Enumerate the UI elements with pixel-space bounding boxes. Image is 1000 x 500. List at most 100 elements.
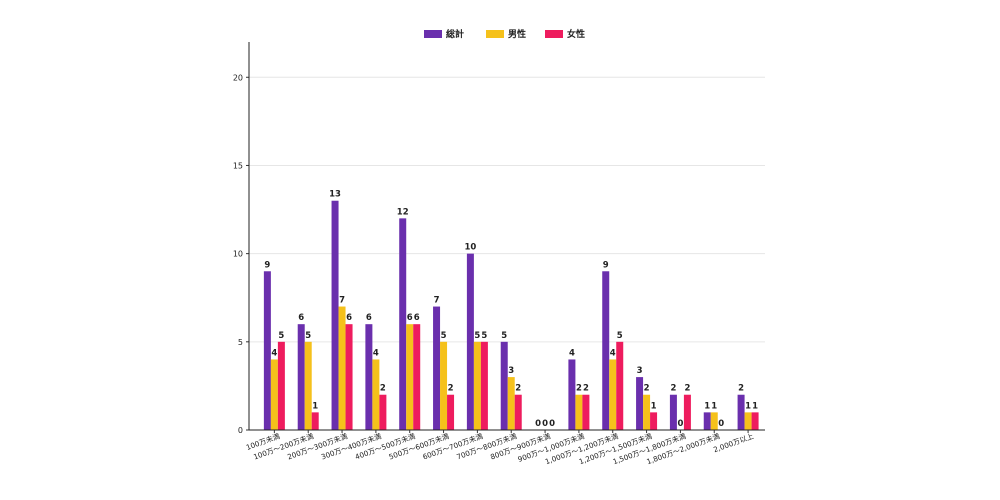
- bar: [473, 341, 481, 430]
- data-label: 5: [441, 331, 447, 341]
- y-tick-label: 5: [238, 338, 243, 347]
- bar: [616, 341, 624, 430]
- data-label: 1: [752, 401, 758, 411]
- grid-lines: [249, 76, 765, 343]
- data-label: 1: [651, 401, 657, 411]
- bar: [480, 341, 488, 430]
- legend-swatch: [424, 30, 442, 38]
- data-label: 13: [329, 190, 341, 200]
- data-label: 5: [501, 331, 507, 341]
- data-label: 1: [711, 401, 717, 411]
- bar: [331, 200, 339, 430]
- bar: [683, 394, 691, 430]
- bar: [413, 324, 421, 430]
- bar: [433, 306, 441, 430]
- data-label: 2: [380, 384, 386, 394]
- bar: [500, 341, 508, 430]
- y-tick-label: 15: [233, 161, 243, 170]
- bar: [575, 394, 583, 430]
- data-label: 3: [637, 366, 643, 376]
- bar: [568, 359, 576, 430]
- legend-label: 男性: [508, 28, 526, 40]
- data-label: 0: [549, 419, 555, 429]
- data-label: 0: [718, 419, 724, 429]
- bar: [737, 394, 745, 430]
- legend-item: 男性: [486, 28, 526, 40]
- data-label: 5: [278, 331, 284, 341]
- bar: [379, 394, 387, 430]
- legend-item: 総計: [424, 28, 464, 40]
- y-tick-label: 20: [233, 73, 243, 82]
- data-label: 2: [515, 384, 521, 394]
- data-label: 4: [373, 348, 379, 358]
- bar: [514, 394, 522, 430]
- legend-swatch: [545, 30, 563, 38]
- data-label: 12: [397, 207, 409, 217]
- data-label: 9: [264, 260, 270, 270]
- bar: [365, 324, 373, 430]
- bar: [399, 218, 407, 430]
- legend-swatch: [486, 30, 504, 38]
- data-label: 3: [508, 366, 514, 376]
- bar: [643, 394, 651, 430]
- data-label: 2: [738, 384, 744, 394]
- bar: [602, 271, 610, 430]
- data-label: 7: [434, 296, 440, 306]
- data-label: 5: [617, 331, 623, 341]
- data-label: 2: [684, 384, 690, 394]
- bar: [751, 412, 759, 430]
- data-label: 2: [670, 384, 676, 394]
- bar: [710, 412, 718, 430]
- data-label: 2: [576, 384, 582, 394]
- legend-item: 女性: [545, 28, 585, 40]
- bars: [263, 200, 759, 430]
- data-label: 4: [569, 348, 575, 358]
- y-tick-label: 10: [233, 250, 243, 259]
- bar: [304, 341, 312, 430]
- data-label: 6: [414, 313, 420, 323]
- bar: [609, 359, 617, 430]
- data-label: 6: [366, 313, 372, 323]
- bar: [277, 341, 285, 430]
- data-label: 6: [407, 313, 413, 323]
- bar: [582, 394, 590, 430]
- bar: [440, 341, 448, 430]
- data-label: 5: [474, 331, 480, 341]
- legend-label: 総計: [446, 28, 464, 40]
- data-label: 1: [704, 401, 710, 411]
- data-label: 5: [481, 331, 487, 341]
- bar: [297, 324, 305, 430]
- bar: [345, 324, 353, 430]
- data-label: 0: [677, 419, 683, 429]
- data-label: 9: [603, 260, 609, 270]
- bar: [636, 377, 644, 430]
- data-label: 2: [644, 384, 650, 394]
- data-label: 7: [339, 296, 345, 306]
- bar: [507, 377, 515, 430]
- data-label: 2: [448, 384, 454, 394]
- bar: [744, 412, 752, 430]
- bar: [263, 271, 271, 430]
- legend-label: 女性: [567, 28, 585, 40]
- bar: [406, 324, 414, 430]
- bar: [466, 253, 474, 430]
- data-label: 4: [271, 348, 277, 358]
- data-label: 6: [298, 313, 304, 323]
- data-label: 4: [610, 348, 616, 358]
- bar: [447, 394, 455, 430]
- legend: 総計 男性 女性: [424, 28, 585, 40]
- data-label: 2: [583, 384, 589, 394]
- data-label: 5: [305, 331, 311, 341]
- data-label: 1: [745, 401, 751, 411]
- y-tick-label: 0: [238, 426, 243, 435]
- data-label: 0: [535, 419, 541, 429]
- bar: [669, 394, 677, 430]
- data-label: 6: [346, 313, 352, 323]
- bar: [311, 412, 319, 430]
- bar: [650, 412, 658, 430]
- bar: [338, 306, 346, 430]
- data-label: 10: [464, 243, 476, 253]
- bar: [372, 359, 380, 430]
